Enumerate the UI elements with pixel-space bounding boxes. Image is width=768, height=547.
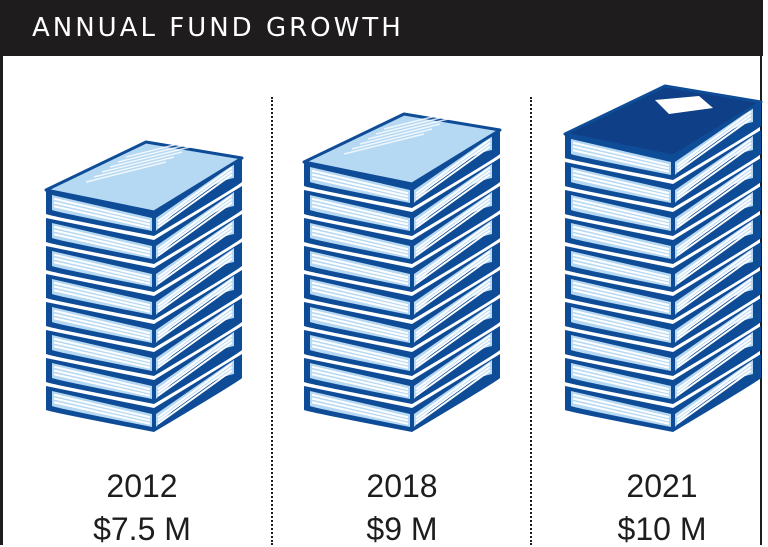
book: [304, 158, 500, 236]
book: [304, 354, 500, 432]
value-label: $9 M: [366, 511, 438, 547]
book: [565, 354, 761, 432]
bar-book-stack: [302, 108, 502, 432]
book-top-cover: [302, 112, 502, 186]
bar-book-stack: [563, 84, 763, 432]
book: [46, 298, 242, 376]
book: [565, 102, 761, 180]
year-label: 2021: [626, 468, 698, 504]
column-divider: [530, 97, 532, 545]
book: [46, 354, 242, 432]
book-top-cover: [563, 84, 763, 158]
chart-title: ANNUAL FUND GROWTH: [32, 13, 404, 43]
book: [304, 298, 500, 376]
cover-label: [655, 96, 713, 114]
book: [565, 270, 761, 348]
book: [304, 242, 500, 320]
book: [565, 242, 761, 320]
book-top-cover: [44, 140, 244, 214]
book: [565, 326, 761, 404]
year-label: 2018: [366, 468, 438, 504]
book: [46, 270, 242, 348]
title-bar: ANNUAL FUND GROWTH: [0, 0, 763, 56]
book: [46, 186, 242, 264]
column-divider: [271, 97, 273, 545]
value-label: $7.5 M: [93, 511, 191, 547]
left-border: [0, 56, 3, 545]
value-label: $10 M: [617, 511, 707, 547]
book: [565, 298, 761, 376]
book: [46, 242, 242, 320]
book: [46, 158, 242, 236]
book: [304, 214, 500, 292]
book: [304, 130, 500, 208]
book: [304, 186, 500, 264]
book: [565, 214, 761, 292]
book: [565, 158, 761, 236]
book: [565, 130, 761, 208]
book: [304, 270, 500, 348]
year-label: 2012: [106, 468, 178, 504]
book: [304, 326, 500, 404]
book: [46, 326, 242, 404]
bar-book-stack: [44, 136, 244, 432]
book: [46, 214, 242, 292]
book: [565, 186, 761, 264]
